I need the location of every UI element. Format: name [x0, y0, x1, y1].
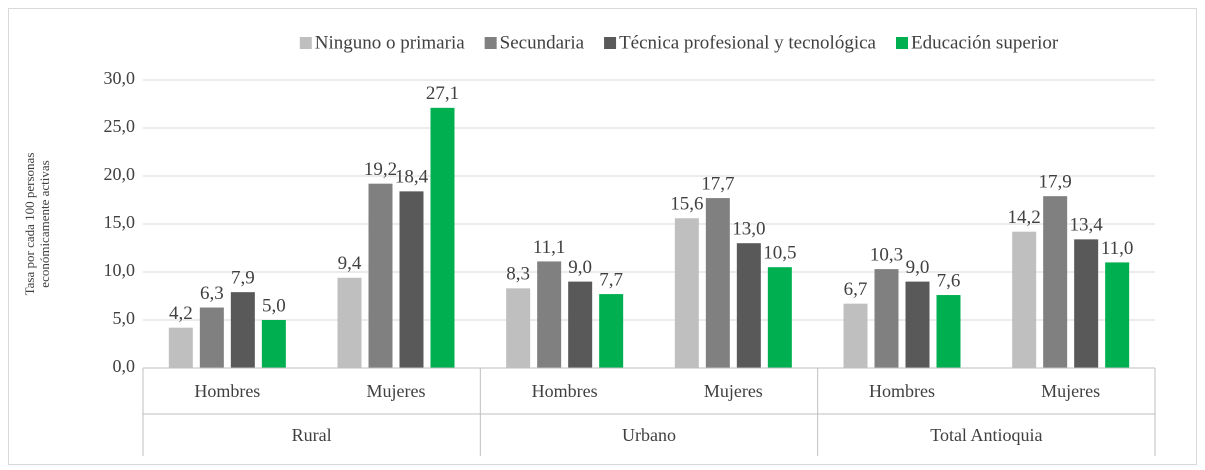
value-label: 10,5: [763, 243, 796, 264]
value-label: 6,7: [844, 279, 868, 300]
legend-swatch: [895, 37, 908, 49]
bar: [399, 191, 424, 368]
bar: [430, 107, 455, 368]
y-tick-label: 0,0: [113, 356, 136, 376]
value-label: 14,2: [1008, 207, 1041, 228]
legend-label: Técnica profesional y tecnológica: [619, 32, 876, 53]
x-tick-label: Hombres: [532, 381, 598, 401]
value-label: 17,7: [701, 173, 734, 194]
value-label: 18,4: [395, 167, 429, 188]
bar: [261, 320, 286, 368]
bar: [936, 295, 961, 368]
bar: [843, 303, 868, 368]
bar: [599, 294, 624, 368]
value-label: 11,1: [533, 237, 566, 258]
bar: [736, 243, 761, 368]
y-tick-label: 30,0: [104, 68, 136, 88]
value-label: 6,3: [200, 283, 224, 304]
y-tick-label: 20,0: [104, 164, 136, 184]
x-tick-label: Hombres: [869, 381, 935, 401]
group-label: Rural: [292, 425, 332, 445]
group-label: Urbano: [622, 425, 676, 445]
legend-label: Educación superior: [911, 32, 1059, 53]
value-label: 13,4: [1070, 215, 1104, 236]
value-label: 7,7: [599, 269, 623, 290]
x-tick-label: Mujeres: [1041, 381, 1100, 401]
value-label: 9,0: [906, 257, 930, 278]
value-label: 5,0: [262, 295, 286, 316]
legend-label: Ninguno o primaria: [315, 32, 465, 53]
bar: [199, 307, 224, 368]
bar: [1043, 196, 1068, 368]
chart-frame: [8, 8, 1197, 465]
value-label: 9,4: [338, 253, 362, 274]
bar: [905, 281, 930, 368]
bar: [874, 269, 899, 368]
group-label: Total Antioquia: [930, 425, 1042, 445]
legend-swatch: [484, 37, 497, 49]
y-tick-label: 25,0: [104, 116, 136, 136]
value-label: 19,2: [364, 159, 397, 180]
bar: [674, 218, 699, 368]
value-label: 17,9: [1039, 172, 1072, 193]
bar: [506, 288, 531, 368]
y-tick-label: 10,0: [104, 260, 136, 280]
value-label: 8,3: [506, 264, 530, 285]
x-tick-label: Mujeres: [367, 381, 426, 401]
bar: [230, 292, 255, 368]
x-tick-label: Hombres: [194, 381, 260, 401]
y-axis-label: Tasa por cada 100 personaseconómicamente…: [22, 153, 52, 296]
bar: [368, 183, 393, 368]
y-tick-label: 15,0: [104, 212, 136, 232]
value-label: 10,3: [870, 244, 903, 265]
legend-swatch: [299, 37, 312, 49]
bar: [1074, 239, 1099, 368]
value-label: 15,6: [670, 194, 703, 215]
value-label: 7,9: [231, 268, 255, 289]
value-label: 4,2: [169, 303, 193, 324]
bar: [767, 267, 792, 368]
bar: [705, 198, 730, 368]
bar: [337, 277, 362, 368]
bar: [537, 261, 562, 368]
y-tick-label: 5,0: [113, 308, 136, 328]
legend-label: Secundaria: [500, 32, 585, 53]
bar: [1012, 231, 1037, 368]
x-tick-label: Mujeres: [704, 381, 763, 401]
value-label: 9,0: [568, 257, 592, 278]
value-label: 27,1: [426, 83, 459, 104]
bar: [168, 327, 193, 368]
bar: [1105, 262, 1130, 368]
legend-swatch: [604, 37, 617, 49]
value-label: 11,0: [1101, 238, 1134, 259]
value-label: 13,0: [732, 219, 765, 240]
bar: [568, 281, 593, 368]
value-label: 7,6: [937, 270, 961, 291]
